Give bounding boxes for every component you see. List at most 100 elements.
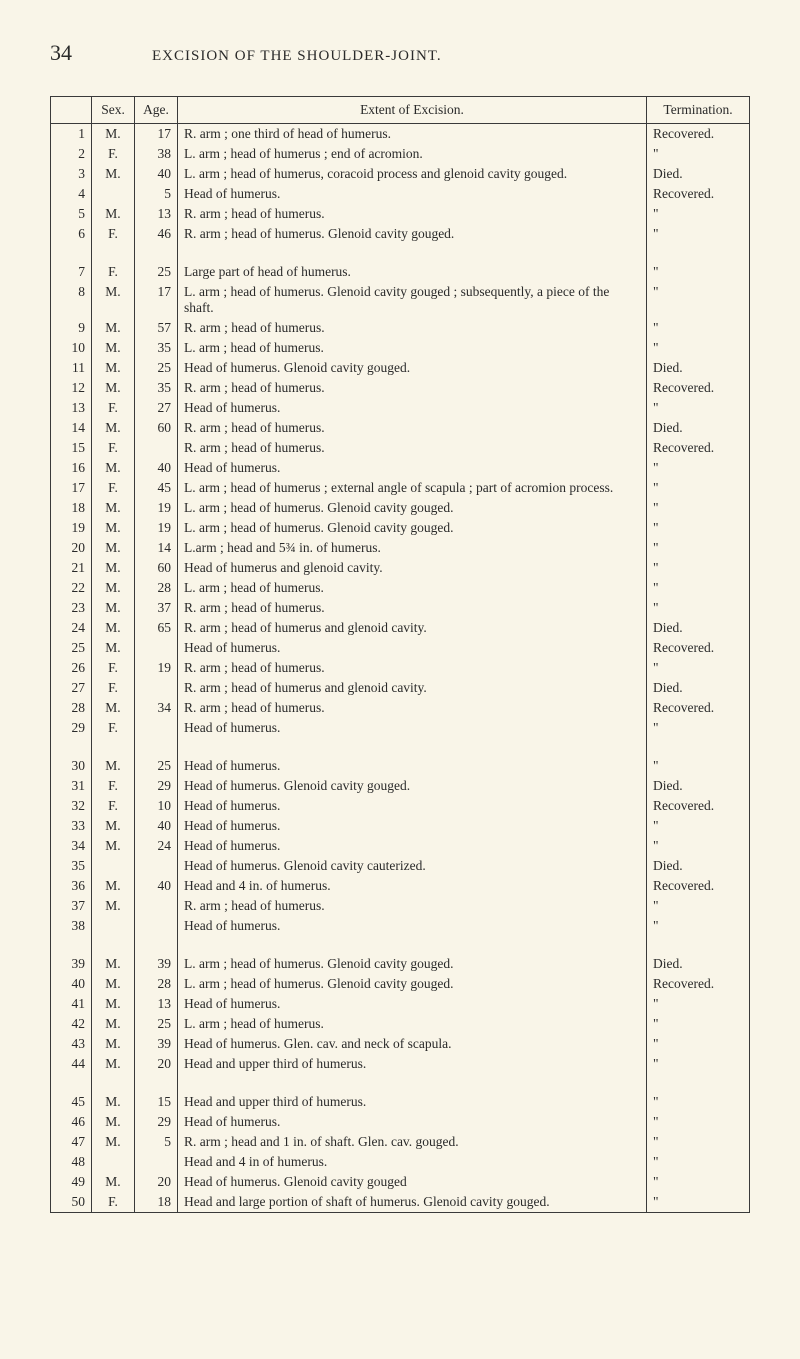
cell-termination: Recovered.	[647, 124, 750, 145]
cell-sex	[92, 856, 135, 876]
cell-number: 24	[51, 618, 92, 638]
cell-termination: Died.	[647, 954, 750, 974]
cell-termination: "	[647, 498, 750, 518]
cell-number: 18	[51, 498, 92, 518]
cell-sex: M.	[92, 378, 135, 398]
cell-number: 48	[51, 1152, 92, 1172]
cell-sex: M.	[92, 1172, 135, 1192]
cell-termination: Recovered.	[647, 698, 750, 718]
cell-termination: "	[647, 224, 750, 244]
cell-sex: M.	[92, 1034, 135, 1054]
cell-age	[135, 896, 178, 916]
table-row: 1M.17R. arm ; one third of head of humer…	[51, 124, 750, 145]
table-row	[51, 936, 750, 954]
table-row: 50F.18Head and large portion of shaft of…	[51, 1192, 750, 1213]
table-row: 19M.19L. arm ; head of humerus. Glenoid …	[51, 518, 750, 538]
cell-age: 13	[135, 204, 178, 224]
cell-number: 8	[51, 282, 92, 318]
table-row: 17F.45L. arm ; head of humerus ; externa…	[51, 478, 750, 498]
cell-sex: M.	[92, 578, 135, 598]
table-row: 2F.38L. arm ; head of humerus ; end of a…	[51, 144, 750, 164]
cell-age: 5	[135, 184, 178, 204]
cell-age: 60	[135, 558, 178, 578]
cell-extent: Head of humerus. Glenoid cavity gouged.	[178, 358, 647, 378]
cell-extent: Head and 4 in. of humerus.	[178, 876, 647, 896]
cell-sex: M.	[92, 164, 135, 184]
cell-termination: "	[647, 318, 750, 338]
cell-termination: "	[647, 478, 750, 498]
cell-number: 44	[51, 1054, 92, 1074]
cell-termination: "	[647, 916, 750, 936]
cell-number: 12	[51, 378, 92, 398]
table-row: 27F.R. arm ; head of humerus and glenoid…	[51, 678, 750, 698]
cell-extent: R. arm ; head of humerus.	[178, 698, 647, 718]
cell-age: 39	[135, 1034, 178, 1054]
cell-sex: F.	[92, 796, 135, 816]
cell-termination: "	[647, 204, 750, 224]
cell-termination: "	[647, 1092, 750, 1112]
cell-extent: Head of humerus.	[178, 756, 647, 776]
cell-sex: F.	[92, 776, 135, 796]
cell-termination: "	[647, 756, 750, 776]
cell-number: 26	[51, 658, 92, 678]
cell-age	[135, 1152, 178, 1172]
cell-number: 15	[51, 438, 92, 458]
table-row: 18M.19L. arm ; head of humerus. Glenoid …	[51, 498, 750, 518]
cell-sex: F.	[92, 658, 135, 678]
cell-age: 34	[135, 698, 178, 718]
cell-termination: "	[647, 518, 750, 538]
cell-termination: Died.	[647, 358, 750, 378]
cell-termination: "	[647, 816, 750, 836]
table-row: 29F.Head of humerus. "	[51, 718, 750, 738]
cell-termination: Recovered.	[647, 638, 750, 658]
table-row: 47M.5R. arm ; head and 1 in. of shaft. G…	[51, 1132, 750, 1152]
cell-extent: R. arm ; head and 1 in. of shaft. Glen. …	[178, 1132, 647, 1152]
cell-number: 45	[51, 1092, 92, 1112]
cell-sex: M.	[92, 638, 135, 658]
cell-number: 50	[51, 1192, 92, 1213]
cell-number: 5	[51, 204, 92, 224]
cell-extent: Head of humerus.	[178, 184, 647, 204]
cell-termination: "	[647, 262, 750, 282]
cell-age: 39	[135, 954, 178, 974]
cell-age: 60	[135, 418, 178, 438]
cell-number: 49	[51, 1172, 92, 1192]
cell-sex: M.	[92, 124, 135, 145]
col-sex: Sex.	[92, 97, 135, 124]
table-row: 22M.28L. arm ; head of humerus. "	[51, 578, 750, 598]
cell-age: 5	[135, 1132, 178, 1152]
table-row: 9M.57R. arm ; head of humerus. "	[51, 318, 750, 338]
cell-sex: M.	[92, 458, 135, 478]
cell-age: 14	[135, 538, 178, 558]
cell-number: 11	[51, 358, 92, 378]
cell-termination: Died.	[647, 164, 750, 184]
cell-number: 21	[51, 558, 92, 578]
cell-extent: Head of humerus. Glenoid cavity gouged.	[178, 776, 647, 796]
cell-extent: Head and upper third of humerus.	[178, 1092, 647, 1112]
table-row: 24M.65R. arm ; head of humerus and gleno…	[51, 618, 750, 638]
cell-extent: R. arm ; head of humerus.	[178, 598, 647, 618]
cell-sex	[92, 916, 135, 936]
cell-extent: R. arm ; one third of head of humerus.	[178, 124, 647, 145]
cell-extent: R. arm ; head of humerus.	[178, 896, 647, 916]
cell-age	[135, 638, 178, 658]
cell-age: 25	[135, 1014, 178, 1034]
table-row: 36M.40Head and 4 in. of humerus.Recovere…	[51, 876, 750, 896]
cell-sex: F.	[92, 262, 135, 282]
cell-termination: "	[647, 896, 750, 916]
table-row: 41M.13Head of humerus. "	[51, 994, 750, 1014]
cell-termination: Recovered.	[647, 438, 750, 458]
cell-number: 41	[51, 994, 92, 1014]
cell-sex: F.	[92, 144, 135, 164]
page-number: 34	[50, 40, 72, 66]
cell-number: 38	[51, 916, 92, 936]
table-row: 21M.60Head of humerus and glenoid cavity…	[51, 558, 750, 578]
cell-sex: M.	[92, 1132, 135, 1152]
table-row: 8M.17L. arm ; head of humerus. Glenoid c…	[51, 282, 750, 318]
cell-age: 28	[135, 974, 178, 994]
cell-age: 25	[135, 756, 178, 776]
cell-age: 17	[135, 124, 178, 145]
table-row: 14M.60R. arm ; head of humerus.Died.	[51, 418, 750, 438]
table-row: 45Head of humerus.Recovered.	[51, 184, 750, 204]
cell-extent: L. arm ; head of humerus ; external angl…	[178, 478, 647, 498]
